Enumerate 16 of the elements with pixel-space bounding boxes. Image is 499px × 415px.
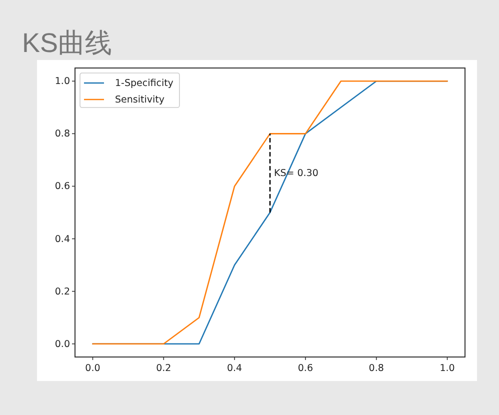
legend-label: 1-Specificity	[115, 78, 174, 88]
x-tick-label: 0.4	[226, 363, 242, 374]
x-tick-label: 0.6	[298, 363, 314, 374]
x-tick-label: 0.2	[156, 363, 172, 374]
y-tick-label: 0.4	[54, 233, 70, 244]
x-tick-label: 1.0	[440, 363, 455, 374]
y-tick-label: 0.2	[54, 286, 70, 297]
y-tick-label: 0.8	[54, 128, 70, 140]
x-tick-label: 0.0	[85, 363, 100, 374]
y-tick-label: 0.6	[54, 180, 70, 192]
y-tick-label: 0.0	[54, 338, 70, 350]
chart-title: KS曲线	[22, 28, 112, 58]
y-tick-label: 1.0	[54, 76, 70, 87]
line-series	[92, 80, 448, 345]
x-tick-label: 0.8	[368, 363, 384, 374]
legend-label: Sensitivity	[115, 94, 165, 105]
